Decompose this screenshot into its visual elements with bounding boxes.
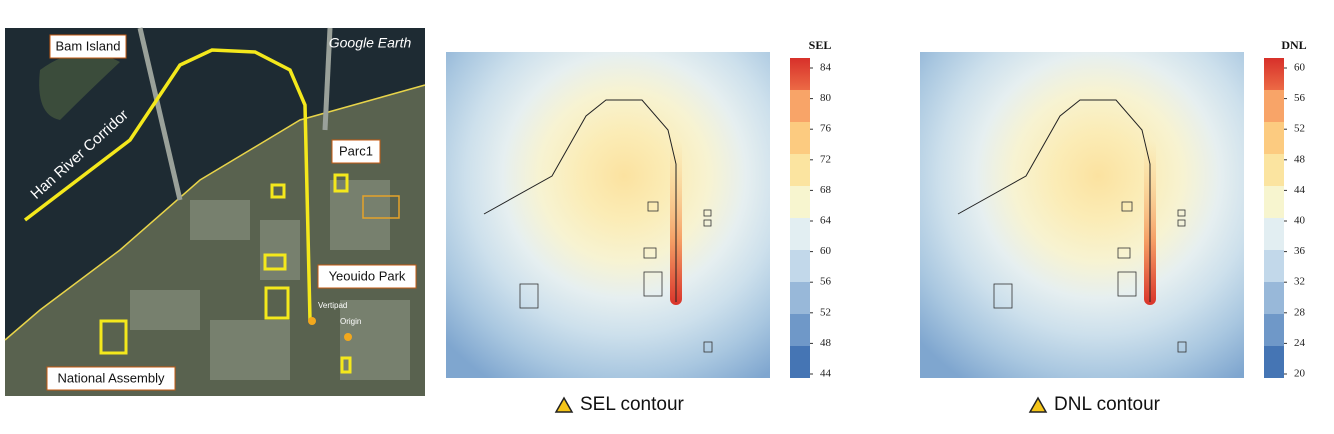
colorbar-tick-label: 68: [820, 184, 832, 196]
bridge: [137, 27, 183, 201]
building: [647, 201, 659, 212]
colorbar-tick-label: 48: [1294, 153, 1306, 165]
caption: DNL contour: [1054, 394, 1161, 415]
colorbar-tick-label: 56: [1294, 92, 1306, 104]
warning-icon: [554, 396, 574, 413]
contour-panel: DNL 20 24 28 32 36 40 44 48 52 56 60 DNL contour: [920, 38, 1307, 415]
bridge: [322, 27, 333, 131]
colorbar-tick-label: 52: [820, 306, 831, 318]
label-box: [317, 264, 417, 289]
contour-field: [446, 52, 770, 378]
colorbar-tick-label: 60: [820, 245, 832, 257]
colorbar-tick-label: 48: [820, 337, 832, 349]
colorbar-tick-label: 80: [820, 92, 832, 104]
label-box: [46, 366, 176, 391]
site-marker: [362, 195, 400, 219]
contour-panel: SEL 44 48 52 56 60 64 68 72 76 80 84 SEL contour: [446, 38, 832, 415]
map-label: Yeouido Park: [329, 268, 406, 283]
caption: SEL contour: [580, 394, 685, 415]
island: [39, 52, 120, 120]
building: [1177, 209, 1186, 217]
building: [643, 247, 657, 259]
colorbar-tick-label: 56: [820, 276, 832, 288]
colorbar-tick-label: 52: [1294, 123, 1305, 135]
building: [1177, 219, 1186, 227]
warning-icon: [1028, 396, 1048, 413]
building: [703, 219, 712, 227]
colorbar: [1264, 58, 1284, 378]
origin-pin: [344, 333, 352, 341]
colorbar-tick-label: 84: [820, 62, 832, 74]
colorbar-tick-label: 32: [1294, 276, 1305, 288]
site-markers: [99, 173, 352, 374]
label-box: [331, 139, 381, 164]
colorbar-tick-label: 20: [1294, 368, 1306, 380]
building: [1177, 341, 1187, 353]
colorbar: [790, 58, 810, 378]
building: [703, 341, 713, 353]
colorbar-title: DNL: [1281, 38, 1306, 52]
label-box: [49, 34, 127, 59]
colorbar-tick-label: 44: [1294, 184, 1306, 196]
watermark: Google Earth: [329, 35, 412, 51]
colorbar-tick-label: 36: [1294, 245, 1306, 257]
contour-field: [920, 52, 1244, 378]
map-label: National Assembly: [58, 370, 165, 385]
colorbar-tick-label: 44: [820, 368, 832, 380]
colorbar-tick-label: 64: [820, 215, 832, 227]
colorbar-tick-label: 76: [820, 123, 832, 135]
map-label: Bam Island: [55, 38, 120, 53]
small-label: Origin: [340, 317, 361, 326]
flight-track: [483, 99, 677, 302]
colorbar-tick-label: 60: [1294, 62, 1306, 74]
building: [1117, 271, 1137, 297]
city-blocks: [130, 180, 410, 380]
river: [5, 28, 425, 340]
flight-track: [957, 99, 1151, 302]
map-panel: Vertipad Origin Google Earth Bam Island …: [4, 27, 426, 396]
building: [703, 209, 712, 217]
colorbar-tick-label: 24: [1294, 337, 1306, 349]
flight-path: [23, 48, 312, 321]
map-label: Parc1: [339, 143, 373, 158]
building: [1121, 201, 1133, 212]
vertipad-pin: [308, 317, 316, 325]
small-label: Vertipad: [318, 301, 347, 310]
building: [519, 283, 539, 309]
colorbar-title: SEL: [809, 38, 832, 52]
building: [1117, 247, 1131, 259]
building: [993, 283, 1013, 309]
colorbar-tick-label: 28: [1294, 306, 1306, 318]
colorbar-tick-label: 72: [820, 153, 831, 165]
colorbar-tick-label: 40: [1294, 215, 1306, 227]
building: [643, 271, 663, 297]
boundary: [4, 84, 426, 341]
